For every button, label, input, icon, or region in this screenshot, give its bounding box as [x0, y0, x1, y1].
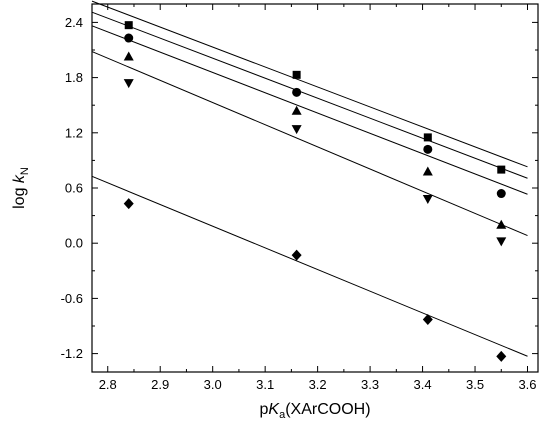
x-tick-label: 3.3: [361, 377, 379, 392]
square-marker: [497, 165, 506, 174]
plot-area-frame: [91, 3, 539, 373]
diamond-marker: [496, 350, 507, 362]
circle-fit-line: [91, 11, 528, 179]
circle-marker: [423, 144, 433, 154]
x-tick-label: 3.0: [204, 377, 222, 392]
circle-marker: [496, 189, 506, 199]
x-tick-label: 3.1: [256, 377, 274, 392]
diamond-fit-line: [91, 175, 528, 357]
x-tick-label: 3.5: [466, 377, 484, 392]
diamond-marker: [123, 198, 134, 210]
triangle-up-marker: [123, 51, 134, 61]
x-axis-label: pKa(XArCOOH): [259, 401, 370, 421]
y-tick-label: 1.8: [65, 70, 83, 85]
x-tick-label: 2.9: [151, 377, 169, 392]
y-tick-label: 0.6: [65, 181, 83, 196]
y-tick-label: -1.2: [61, 346, 83, 361]
triangle-up-marker: [291, 105, 302, 115]
y-tick-label: 1.2: [65, 125, 83, 140]
axis-ticks: 2.8 2.9 3.0 3.1 3.2 3.3 3.4 3.5 3.6 -1.2 -0.6 0.0 0.…: [61, 4, 538, 392]
triangle-down-marker: [422, 195, 433, 205]
square-marker: [292, 70, 301, 79]
y-tick-label: 0.0: [65, 236, 83, 251]
x-tick-label: 3.6: [518, 377, 536, 392]
triangle-up-marker: [422, 166, 433, 176]
diamond-marker: [422, 314, 433, 326]
diamond-marker: [291, 249, 302, 261]
y-tick-label: -0.6: [61, 291, 83, 306]
triangle-down-marker: [291, 125, 302, 135]
triangle-down-marker: [496, 237, 507, 247]
fit-lines: [91, 0, 528, 357]
circle-marker: [292, 87, 302, 97]
data-markers: [123, 21, 507, 362]
square-marker: [124, 21, 133, 30]
triangle-down-fit-line: [91, 51, 528, 237]
circle-marker: [124, 33, 134, 43]
triangle-down-marker: [123, 79, 134, 89]
x-tick-label: 3.2: [309, 377, 327, 392]
x-tick-label: 3.4: [414, 377, 432, 392]
x-tick-label: 2.8: [99, 377, 117, 392]
y-tick-label: 2.4: [65, 15, 83, 30]
square-fit-line: [91, 0, 528, 168]
triangle-up-marker: [496, 219, 507, 229]
triangle-up-fit-line: [91, 25, 528, 195]
square-marker: [423, 133, 432, 142]
y-axis-label: log kN: [11, 167, 31, 209]
